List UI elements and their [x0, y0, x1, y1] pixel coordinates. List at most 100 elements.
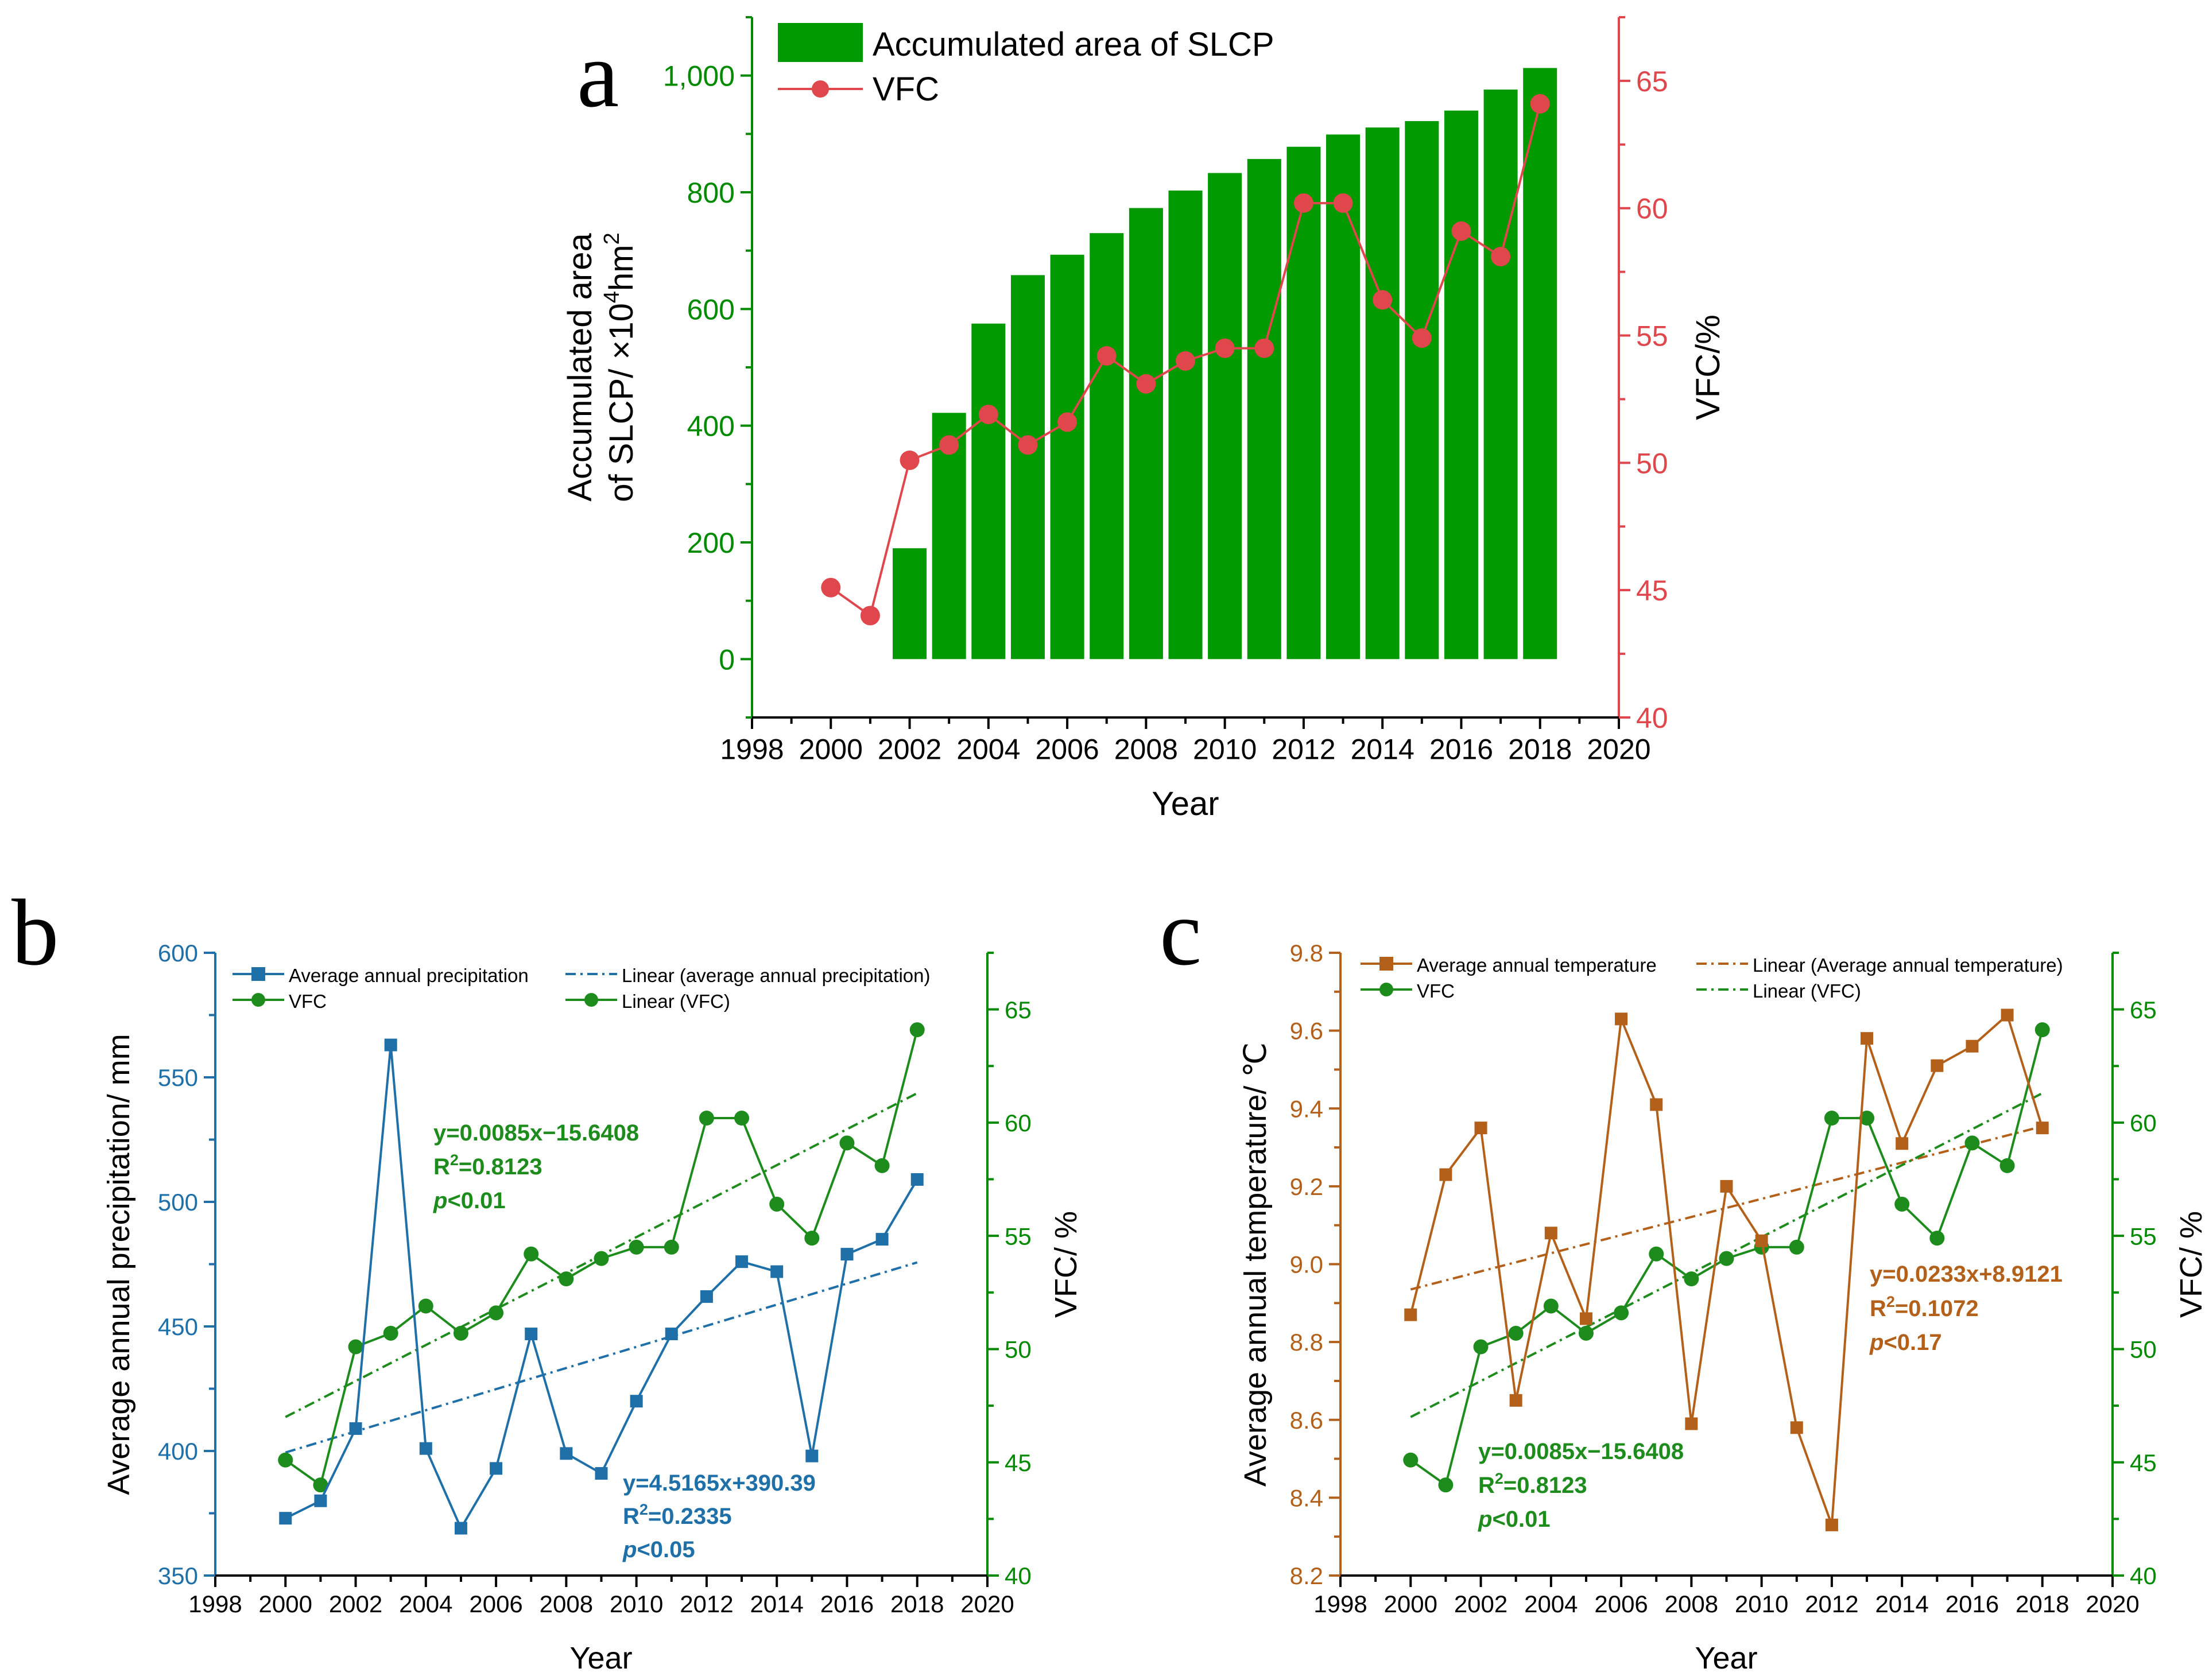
- panel-b-precip-equation-line2: R2=0.2335: [623, 1501, 732, 1529]
- b-left-tick-label: 500: [158, 1189, 198, 1216]
- vfc-point: [1859, 1111, 1875, 1126]
- panel-c-temp-equation-line3: p<0.17: [1869, 1330, 1942, 1355]
- slcp-bar-2009: [1168, 190, 1203, 659]
- panel-b-x-axis-label: Year: [569, 1641, 632, 1675]
- c-left-tick-label: 8.4: [1290, 1484, 1323, 1511]
- a-x-tick-label: 2020: [1587, 734, 1650, 766]
- vfc-point: [1451, 221, 1471, 241]
- c-right-tick-label: 45: [2130, 1449, 2157, 1476]
- temp-point: [1896, 1137, 1909, 1150]
- panel-c-x-axis-label: Year: [1695, 1641, 1757, 1675]
- c-x-tick-label: 1998: [1313, 1590, 1367, 1617]
- precip-point: [700, 1290, 713, 1303]
- legend-label-precip: Average annual precipitation: [289, 965, 529, 986]
- c-x-tick-label: 2014: [1875, 1590, 1928, 1617]
- panel-c-label: c: [1160, 880, 1202, 985]
- panel-b-legend: Average annual precipitation Linear (ave…: [232, 965, 931, 1012]
- a-right-tick-label: 65: [1636, 65, 1668, 98]
- legend-label-vfc: VFC: [1417, 980, 1455, 1002]
- b-x-tick-label: 2008: [540, 1590, 593, 1617]
- temp-point: [1650, 1098, 1663, 1111]
- panel-c-left-axis-label: Average annual temperature/ ℃: [1238, 1042, 1273, 1487]
- vfc-point: [1614, 1305, 1629, 1321]
- panel-b-precip-equation: y=4.5165x+390.39 R2=0.2335 p<0.05: [622, 1471, 816, 1562]
- vfc-point: [1096, 346, 1117, 366]
- vfc-point: [734, 1111, 750, 1126]
- b-x-tick-label: 2000: [259, 1590, 312, 1617]
- a-x-tick-label: 2010: [1193, 734, 1257, 766]
- b-right-tick-label: 45: [1005, 1449, 1032, 1476]
- panel-c-vfc-equation: y=0.0085x−15.6408 R2=0.8123 p<0.01: [1478, 1439, 1684, 1532]
- vfc-point: [524, 1246, 539, 1262]
- panel-a-x-axis-label: Year: [1152, 785, 1219, 822]
- slcp-bar-2014: [1365, 127, 1400, 659]
- slcp-bar-2017: [1483, 90, 1518, 659]
- b-right-tick-label: 40: [1005, 1562, 1032, 1589]
- vfc-point: [1136, 374, 1156, 394]
- slcp-bar-2018: [1523, 68, 1557, 659]
- temp-point: [1720, 1180, 1733, 1193]
- vfc-point: [1491, 247, 1511, 267]
- precip-point: [805, 1449, 819, 1462]
- vfc-point: [1929, 1231, 1945, 1246]
- vfc-point: [418, 1298, 433, 1314]
- precip-point: [910, 1173, 924, 1186]
- vfc-point: [769, 1196, 785, 1212]
- vfc-point: [1438, 1477, 1454, 1493]
- a-right-tick-label: 60: [1636, 193, 1668, 225]
- panel-c-series: [1403, 1008, 2050, 1531]
- vfc-point: [860, 606, 880, 626]
- a-x-tick-label: 2004: [956, 734, 1020, 766]
- vfc-point: [1543, 1298, 1559, 1314]
- a-left-tick-label: 200: [687, 527, 735, 559]
- panel-c-temp-equation: y=0.0233x+8.9121 R2=0.1072 p<0.17: [1869, 1262, 2063, 1355]
- panel-c-vfc-equation-line3: p<0.01: [1478, 1507, 1551, 1532]
- legend-label-temp: Average annual temperature: [1417, 955, 1657, 976]
- precip-point: [735, 1255, 749, 1268]
- panel-a-bars: [893, 68, 1557, 659]
- temp-point: [1790, 1421, 1803, 1434]
- a-right-tick-label: 50: [1636, 447, 1668, 479]
- b-left-tick-label: 450: [158, 1313, 198, 1340]
- temp-point: [1825, 1518, 1838, 1531]
- legend-label-vfc-linear: Linear (VFC): [622, 991, 730, 1012]
- b-x-tick-label: 2016: [820, 1590, 874, 1617]
- panel-c-temp-equation-line1: y=0.0233x+8.9121: [1870, 1262, 2063, 1287]
- vfc-point: [1649, 1246, 1664, 1262]
- panel-c-legend: Average annual temperature Linear (Avera…: [1361, 955, 2063, 1002]
- vfc-point: [489, 1305, 504, 1321]
- b-x-tick-label: 1998: [188, 1590, 242, 1617]
- panel-c: c 1998 2000 2002 2004 2006 2008 2010 2012 2014 20…: [1160, 880, 2208, 1675]
- c-left-tick-label: 8.6: [1290, 1407, 1323, 1434]
- panel-a-left-axis-label: Accumulated area of SLCP/ ×104hm2: [561, 232, 640, 502]
- vfc-point: [383, 1325, 398, 1341]
- legend-swatch-precip-marker: [251, 967, 265, 981]
- b-x-tick-label: 2006: [469, 1590, 522, 1617]
- a-left-tick-label: 0: [719, 643, 735, 676]
- panel-c-right-ticks: 40 45 50 55 60 65: [2113, 952, 2157, 1589]
- panel-b-x-ticks: 1998 2000 2002 2004 2006 2008 2010 2012 2014 2016…: [188, 1576, 1014, 1617]
- c-x-tick-label: 2010: [1735, 1590, 1788, 1617]
- panel-c-left-ticks: 8.2 8.4 8.6 8.8 9.0 9.2 9.4 9.6 9.8: [1290, 940, 1340, 1589]
- panel-b-left-axis-label: Average annual precipitation/ mm: [102, 1034, 136, 1495]
- a-x-tick-label: 1998: [720, 734, 784, 766]
- c-right-tick-label: 55: [2130, 1223, 2157, 1250]
- precip-point: [525, 1328, 538, 1341]
- a-x-tick-label: 2012: [1272, 734, 1335, 766]
- panel-a-left-axis-label-line1: Accumulated area: [561, 233, 599, 502]
- panel-a-left-axis-label-line2: of SLCP/ ×104hm2: [600, 232, 640, 502]
- panel-b-series: [278, 1022, 925, 1535]
- temp-point: [1404, 1308, 1417, 1321]
- slcp-bar-2005: [1010, 275, 1045, 659]
- vfc-point: [874, 1158, 890, 1173]
- temp-point: [1966, 1039, 1979, 1053]
- panel-a-right-axis-label: VFC/%: [1689, 315, 1727, 420]
- c-x-tick-label: 2016: [1946, 1590, 1999, 1617]
- b-left-tick-label: 400: [158, 1438, 198, 1465]
- panel-c-right-axis-label: VFC/ %: [2174, 1211, 2208, 1318]
- temp-point: [1579, 1312, 1592, 1325]
- vfc-point: [1684, 1271, 1699, 1287]
- legend-swatch-bar: [778, 23, 863, 62]
- precip-point: [840, 1248, 854, 1261]
- slcp-bar-2008: [1129, 208, 1163, 659]
